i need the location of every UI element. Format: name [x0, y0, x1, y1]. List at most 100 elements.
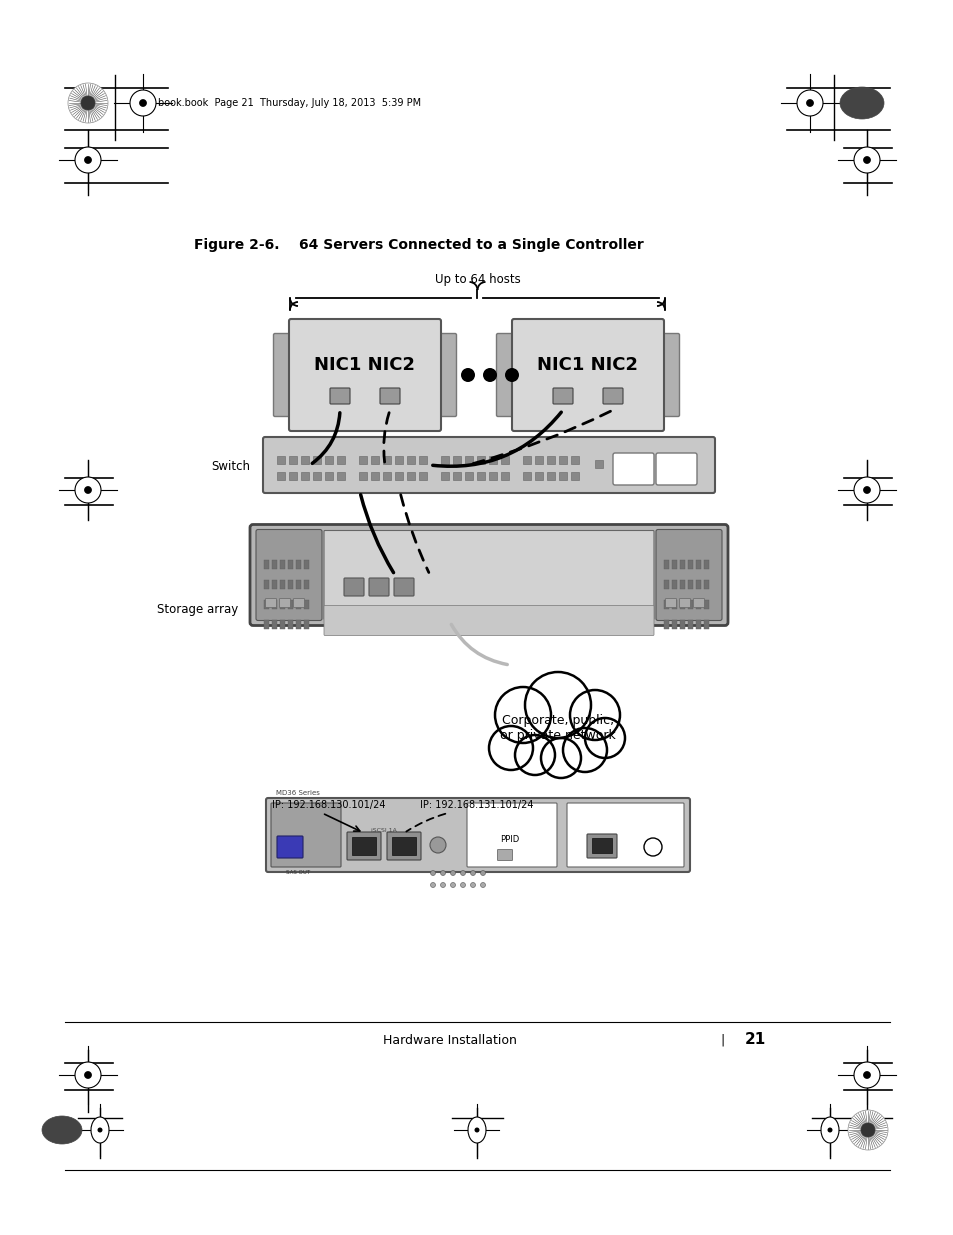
- Text: Up to 64 hosts: Up to 64 hosts: [435, 273, 519, 287]
- FancyBboxPatch shape: [358, 456, 367, 464]
- Circle shape: [853, 477, 879, 503]
- Ellipse shape: [821, 1116, 838, 1144]
- FancyBboxPatch shape: [288, 620, 293, 629]
- FancyBboxPatch shape: [371, 472, 378, 480]
- FancyBboxPatch shape: [663, 559, 668, 569]
- FancyBboxPatch shape: [489, 456, 497, 464]
- Circle shape: [540, 739, 580, 778]
- FancyBboxPatch shape: [703, 600, 708, 609]
- Circle shape: [97, 1128, 102, 1132]
- Text: PPID: PPID: [499, 836, 518, 845]
- FancyBboxPatch shape: [382, 456, 391, 464]
- FancyBboxPatch shape: [696, 580, 700, 589]
- Text: |: |: [720, 1034, 724, 1046]
- FancyBboxPatch shape: [418, 456, 427, 464]
- FancyBboxPatch shape: [313, 472, 320, 480]
- Circle shape: [130, 90, 156, 116]
- FancyBboxPatch shape: [250, 525, 727, 625]
- Text: Switch: Switch: [211, 461, 250, 473]
- Circle shape: [430, 871, 435, 876]
- FancyBboxPatch shape: [679, 559, 684, 569]
- FancyBboxPatch shape: [279, 599, 291, 608]
- FancyArrowPatch shape: [406, 814, 445, 831]
- FancyBboxPatch shape: [304, 580, 309, 589]
- FancyBboxPatch shape: [304, 620, 309, 629]
- FancyBboxPatch shape: [358, 472, 367, 480]
- FancyBboxPatch shape: [289, 456, 296, 464]
- FancyBboxPatch shape: [294, 599, 304, 608]
- Circle shape: [796, 90, 822, 116]
- Circle shape: [853, 1062, 879, 1088]
- FancyBboxPatch shape: [371, 456, 378, 464]
- FancyBboxPatch shape: [288, 600, 293, 609]
- Circle shape: [584, 718, 624, 758]
- FancyBboxPatch shape: [497, 850, 512, 861]
- FancyBboxPatch shape: [546, 456, 555, 464]
- FancyBboxPatch shape: [369, 578, 389, 597]
- FancyBboxPatch shape: [440, 472, 449, 480]
- FancyArrowPatch shape: [470, 411, 610, 464]
- Circle shape: [460, 871, 465, 876]
- FancyBboxPatch shape: [295, 620, 301, 629]
- FancyBboxPatch shape: [280, 620, 285, 629]
- FancyBboxPatch shape: [330, 388, 350, 404]
- FancyBboxPatch shape: [382, 472, 391, 480]
- Ellipse shape: [468, 1116, 485, 1144]
- FancyBboxPatch shape: [266, 798, 689, 872]
- FancyBboxPatch shape: [263, 437, 714, 493]
- FancyBboxPatch shape: [336, 456, 345, 464]
- Circle shape: [482, 368, 497, 382]
- Circle shape: [430, 883, 435, 888]
- FancyBboxPatch shape: [265, 599, 276, 608]
- FancyBboxPatch shape: [379, 388, 399, 404]
- FancyBboxPatch shape: [295, 559, 301, 569]
- FancyBboxPatch shape: [325, 456, 333, 464]
- FancyArrowPatch shape: [383, 412, 389, 462]
- FancyBboxPatch shape: [264, 620, 269, 629]
- FancyBboxPatch shape: [553, 388, 573, 404]
- FancyBboxPatch shape: [324, 531, 654, 620]
- FancyBboxPatch shape: [276, 456, 285, 464]
- FancyBboxPatch shape: [295, 600, 301, 609]
- FancyBboxPatch shape: [407, 472, 415, 480]
- FancyBboxPatch shape: [264, 559, 269, 569]
- Circle shape: [562, 727, 606, 772]
- FancyBboxPatch shape: [272, 559, 276, 569]
- FancyBboxPatch shape: [703, 580, 708, 589]
- FancyBboxPatch shape: [301, 472, 309, 480]
- Circle shape: [75, 147, 101, 173]
- FancyBboxPatch shape: [394, 578, 414, 597]
- Circle shape: [81, 96, 95, 110]
- FancyBboxPatch shape: [535, 472, 542, 480]
- Circle shape: [85, 1072, 91, 1078]
- FancyBboxPatch shape: [687, 580, 692, 589]
- FancyBboxPatch shape: [595, 459, 602, 468]
- Circle shape: [480, 871, 485, 876]
- Circle shape: [474, 1128, 479, 1132]
- Text: Storage array: Storage array: [156, 604, 237, 616]
- Circle shape: [862, 1072, 869, 1078]
- FancyBboxPatch shape: [693, 599, 703, 608]
- Circle shape: [430, 837, 446, 853]
- FancyBboxPatch shape: [280, 600, 285, 609]
- FancyBboxPatch shape: [663, 600, 668, 609]
- FancyBboxPatch shape: [271, 803, 340, 867]
- Circle shape: [862, 487, 869, 494]
- FancyArrowPatch shape: [360, 495, 394, 573]
- FancyBboxPatch shape: [500, 472, 509, 480]
- Circle shape: [460, 883, 465, 888]
- FancyArrowPatch shape: [400, 495, 428, 573]
- FancyBboxPatch shape: [272, 580, 276, 589]
- Circle shape: [440, 883, 445, 888]
- Circle shape: [68, 83, 108, 124]
- Circle shape: [85, 157, 91, 163]
- FancyBboxPatch shape: [489, 472, 497, 480]
- Ellipse shape: [91, 1116, 109, 1144]
- Circle shape: [853, 147, 879, 173]
- FancyBboxPatch shape: [280, 559, 285, 569]
- Text: IP: 192.168.131.101/24: IP: 192.168.131.101/24: [419, 800, 533, 810]
- FancyBboxPatch shape: [671, 580, 677, 589]
- FancyBboxPatch shape: [679, 600, 684, 609]
- FancyBboxPatch shape: [264, 600, 269, 609]
- FancyBboxPatch shape: [274, 333, 293, 416]
